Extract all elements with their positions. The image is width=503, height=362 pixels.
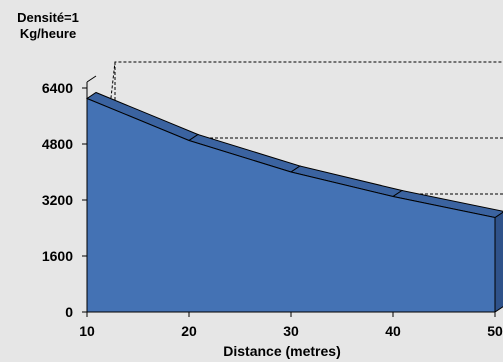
x-tick-label: 30 — [283, 323, 299, 339]
y-axis-depth — [86, 75, 97, 83]
x-axis-label: Distance (metres) — [223, 343, 341, 359]
y-tick-label: 3200 — [42, 192, 73, 208]
y-tick-label: 0 — [65, 304, 73, 320]
x-tick-label: 20 — [181, 323, 197, 339]
y-tick-label: 6400 — [42, 80, 73, 96]
chart-title-line-1: Densité=1 — [17, 10, 79, 25]
x-axis: 10 20 30 40 50 — [79, 311, 503, 339]
y-tick-label: 1600 — [42, 248, 73, 264]
x-tick-label: 10 — [79, 323, 95, 339]
x-tick-label: 40 — [385, 323, 401, 339]
y-tick-label: 4800 — [42, 136, 73, 152]
area-front-face — [86, 97, 496, 313]
chart-title-line-2: Kg/heure — [20, 26, 76, 41]
y-axis: 0 1600 3200 4800 6400 — [42, 75, 97, 320]
area-series — [85, 91, 503, 313]
area-side-face — [494, 211, 503, 313]
x-tick-label: 50 — [487, 323, 503, 339]
